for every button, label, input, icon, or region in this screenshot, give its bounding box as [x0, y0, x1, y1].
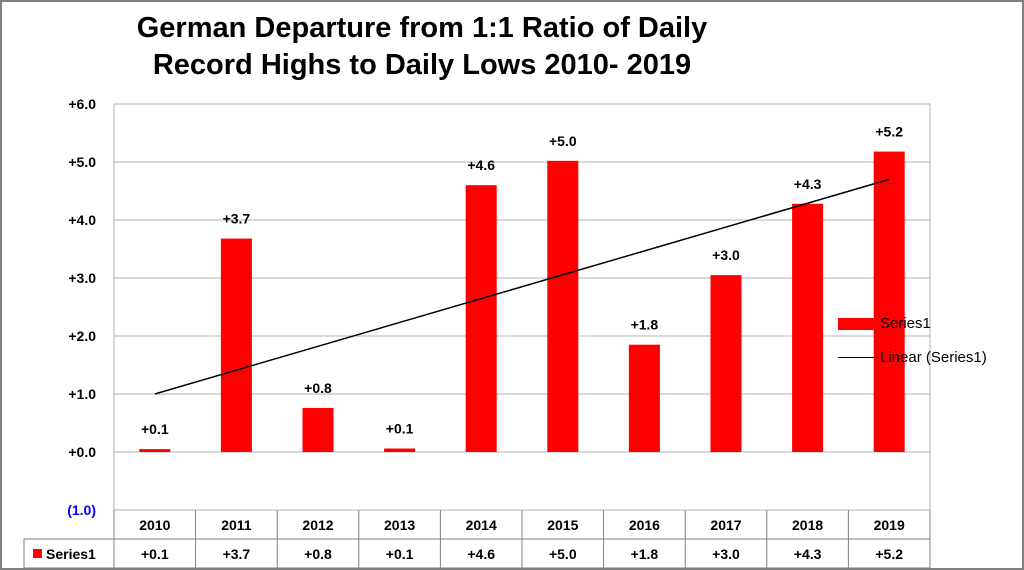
table-cell-value: +0.1 [386, 546, 414, 562]
table-cell-value: +0.8 [304, 546, 332, 562]
table-row-swatch [33, 549, 42, 558]
y-tick-label: +6.0 [68, 96, 96, 112]
bar [465, 185, 497, 452]
table-cell-value: +3.0 [712, 546, 740, 562]
legend-label-series1: Series1 [880, 315, 931, 332]
bar [628, 344, 660, 452]
table-cell-value: +5.0 [549, 546, 577, 562]
table-cell-value: +4.3 [794, 546, 822, 562]
legend-item-trendline: Linear (Series1) [838, 349, 987, 366]
data-label: +0.8 [304, 380, 332, 396]
x-tick-label: 2010 [139, 517, 170, 533]
bar [710, 275, 742, 452]
legend-label-trendline: Linear (Series1) [880, 349, 987, 366]
bar [547, 160, 579, 452]
x-tick-label: 2012 [302, 517, 333, 533]
y-tick-label: +3.0 [68, 270, 96, 286]
x-tick-label: 2017 [710, 517, 741, 533]
data-label: +3.0 [712, 247, 740, 263]
legend-item-series1: Series1 [838, 315, 931, 332]
chart-title-line-1: German Departure from 1:1 Ratio of Daily [136, 12, 708, 44]
data-label: +4.6 [467, 157, 495, 173]
table-cell-value: +1.8 [631, 546, 659, 562]
x-tick-label: 2015 [547, 517, 578, 533]
x-tick-label: 2019 [874, 517, 905, 533]
bar [220, 238, 252, 452]
bar [873, 151, 905, 452]
y-tick-label: +2.0 [68, 328, 96, 344]
x-tick-label: 2016 [629, 517, 660, 533]
x-tick-label: 2014 [466, 517, 497, 533]
legend: Series1 Linear (Series1) [838, 307, 1018, 377]
data-label: +0.1 [141, 421, 169, 437]
chart-title: German Departure from 1:1 Ratio of Daily… [62, 10, 782, 84]
table-cell-value: +5.2 [875, 546, 903, 562]
y-tick-label: +0.0 [68, 444, 96, 460]
table-row-label: Series1 [46, 546, 96, 562]
data-label: +5.2 [875, 124, 903, 140]
data-label: +5.0 [549, 133, 577, 149]
bar [302, 407, 334, 452]
data-label: +1.8 [631, 317, 659, 333]
trendline [154, 178, 890, 395]
y-tick-label: +5.0 [68, 154, 96, 170]
y-tick-label: +4.0 [68, 212, 96, 228]
legend-swatch-series1 [838, 317, 878, 330]
table-cell-value: +4.6 [467, 546, 495, 562]
bar [792, 203, 824, 452]
table-cell-value: +0.1 [141, 546, 169, 562]
data-label: +4.3 [794, 176, 822, 192]
y-tick-label: +1.0 [68, 386, 96, 402]
x-tick-label: 2011 [221, 517, 252, 533]
legend-swatch-trendline [838, 357, 878, 358]
x-tick-label: 2018 [792, 517, 823, 533]
table-cell-value: +3.7 [223, 546, 251, 562]
x-tick-label: 2013 [384, 517, 415, 533]
data-label: +3.7 [223, 211, 251, 227]
data-label: +0.1 [386, 421, 414, 437]
bar [384, 448, 416, 452]
y-tick-label: (1.0) [67, 502, 96, 518]
bar [139, 449, 171, 452]
chart-title-line-2: Record Highs to Daily Lows 2010- 2019 [152, 49, 692, 81]
